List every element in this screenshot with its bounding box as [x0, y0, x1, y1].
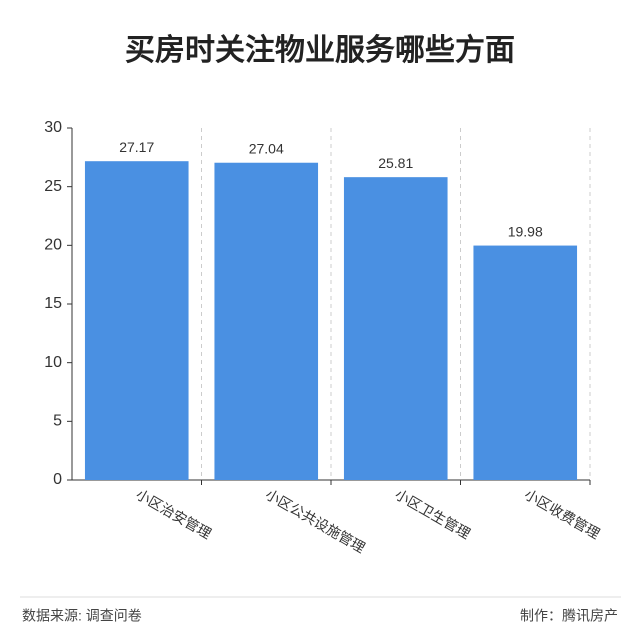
value-label: 19.98 — [508, 223, 543, 239]
y-tick-label: 20 — [44, 237, 62, 254]
source: 数据来源: 调查问卷 — [22, 608, 142, 624]
y-tick-label: 10 — [44, 354, 62, 371]
bar — [473, 245, 578, 480]
value-label: 27.04 — [249, 140, 284, 156]
y-tick-label: 30 — [44, 119, 62, 136]
bar — [343, 177, 448, 481]
value-label: 25.81 — [378, 155, 413, 171]
bar — [214, 162, 319, 481]
y-tick-label: 0 — [53, 471, 62, 488]
bar — [84, 161, 189, 481]
x-tick-label: 小区公共设施管理 — [263, 486, 368, 556]
y-tick-label: 25 — [44, 178, 62, 195]
y-tick-label: 5 — [53, 413, 62, 430]
credit: 制作：腾讯房产 — [520, 608, 618, 624]
x-tick-label: 小区治安管理 — [133, 486, 214, 542]
x-tick-label: 小区卫生管理 — [392, 486, 473, 542]
y-tick-label: 15 — [44, 295, 62, 312]
chart-title: 买房时关注物业服务哪些方面 — [125, 33, 515, 67]
x-tick-label: 小区收费管理 — [522, 486, 603, 542]
value-label: 27.17 — [119, 139, 154, 155]
